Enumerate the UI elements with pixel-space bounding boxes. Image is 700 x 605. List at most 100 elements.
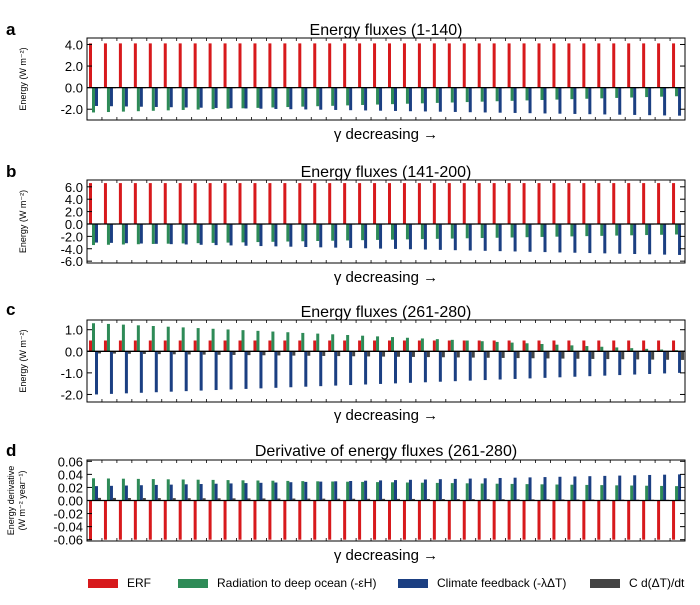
bar-climate-feedback bbox=[618, 223, 622, 254]
bar-storage bbox=[352, 498, 356, 501]
bar-deep-ocean bbox=[331, 87, 335, 106]
bar-climate-feedback bbox=[558, 351, 562, 378]
bar-erf bbox=[388, 500, 391, 540]
bar-deep-ocean bbox=[660, 349, 664, 352]
bar-erf bbox=[343, 43, 347, 88]
bar-climate-feedback bbox=[528, 223, 532, 252]
bar-storage bbox=[411, 351, 415, 357]
bar-deep-ocean bbox=[181, 223, 185, 244]
bar-climate-feedback bbox=[259, 87, 263, 109]
bar-erf bbox=[642, 43, 646, 88]
bar-climate-feedback bbox=[259, 223, 263, 247]
bar-climate-feedback bbox=[394, 351, 397, 384]
bar-climate-feedback bbox=[453, 478, 457, 501]
bar-erf bbox=[522, 183, 526, 224]
bar-climate-feedback bbox=[214, 87, 218, 108]
bar-deep-ocean bbox=[256, 87, 260, 108]
bar-erf bbox=[612, 340, 616, 352]
bar-erf bbox=[238, 43, 242, 88]
bar-erf bbox=[253, 183, 257, 224]
bar-erf bbox=[388, 43, 391, 88]
bar-climate-feedback bbox=[588, 87, 592, 115]
bar-deep-ocean bbox=[271, 87, 275, 108]
bar-deep-ocean bbox=[585, 223, 589, 237]
bar-climate-feedback bbox=[124, 351, 128, 394]
bar-erf bbox=[89, 43, 92, 88]
bar-climate-feedback bbox=[498, 477, 502, 501]
bar-deep-ocean bbox=[600, 485, 604, 501]
bar-climate-feedback bbox=[543, 223, 547, 253]
bar-climate-feedback bbox=[394, 87, 397, 111]
bar-erf bbox=[582, 500, 586, 540]
bar-erf bbox=[358, 340, 362, 352]
bar-climate-feedback bbox=[558, 223, 562, 253]
bar-erf bbox=[238, 183, 242, 224]
bar-climate-feedback bbox=[349, 481, 353, 501]
bar-erf bbox=[223, 500, 227, 540]
bar-deep-ocean bbox=[660, 223, 664, 235]
bar-erf bbox=[89, 183, 92, 224]
bar-deep-ocean bbox=[271, 223, 275, 242]
bar-climate-feedback bbox=[319, 223, 323, 248]
bar-erf bbox=[402, 183, 406, 224]
bar-erf bbox=[208, 183, 212, 224]
bar-erf bbox=[537, 340, 541, 352]
bar-erf bbox=[373, 43, 377, 88]
bar-deep-ocean bbox=[570, 484, 574, 501]
bar-erf bbox=[328, 500, 332, 540]
bar-deep-ocean bbox=[136, 223, 140, 245]
bar-deep-ocean bbox=[256, 223, 260, 243]
bar-erf bbox=[417, 183, 421, 224]
bar-deep-ocean bbox=[241, 330, 245, 352]
bar-deep-ocean bbox=[600, 87, 604, 99]
bar-erf bbox=[612, 43, 616, 88]
legend-item-climate-feedback: Climate feedback (-λΔT) bbox=[398, 576, 566, 590]
bar-climate-feedback bbox=[364, 87, 368, 111]
bar-climate-feedback bbox=[379, 87, 383, 111]
bar-deep-ocean bbox=[510, 483, 514, 501]
bar-deep-ocean bbox=[630, 223, 634, 236]
y-tick-label: 6.0 bbox=[65, 180, 83, 195]
bar-erf bbox=[193, 500, 197, 540]
bar-climate-feedback bbox=[379, 351, 383, 384]
bar-climate-feedback bbox=[334, 351, 338, 386]
bar-deep-ocean bbox=[376, 223, 380, 240]
bar-deep-ocean bbox=[585, 346, 589, 352]
bar-climate-feedback bbox=[438, 223, 442, 250]
bar-climate-feedback bbox=[244, 351, 248, 389]
bar-erf bbox=[118, 183, 122, 224]
bar-deep-ocean bbox=[465, 87, 469, 103]
bar-erf bbox=[627, 43, 631, 88]
bar-climate-feedback bbox=[214, 223, 218, 246]
bar-deep-ocean bbox=[271, 480, 275, 501]
bar-erf bbox=[642, 183, 646, 224]
bar-climate-feedback bbox=[394, 223, 397, 249]
bar-climate-feedback bbox=[633, 87, 637, 115]
bar-climate-feedback bbox=[349, 223, 353, 248]
bar-erf bbox=[148, 183, 152, 224]
bar-erf bbox=[657, 183, 661, 224]
bar-deep-ocean bbox=[405, 223, 409, 240]
bar-erf bbox=[537, 183, 541, 224]
bar-deep-ocean bbox=[660, 485, 664, 501]
bar-storage bbox=[352, 351, 356, 357]
bar-deep-ocean bbox=[630, 87, 634, 98]
bar-deep-ocean bbox=[540, 87, 544, 100]
bar-erf bbox=[118, 340, 122, 352]
bar-erf bbox=[163, 183, 167, 224]
bar-climate-feedback bbox=[304, 351, 308, 387]
bar-climate-feedback bbox=[349, 87, 353, 111]
bar-climate-feedback bbox=[663, 223, 667, 255]
bar-deep-ocean bbox=[540, 223, 544, 237]
bar-climate-feedback bbox=[139, 485, 143, 501]
legend-swatch-deep-ocean bbox=[178, 578, 208, 588]
bar-erf bbox=[208, 43, 212, 88]
bar-erf bbox=[223, 183, 227, 224]
bar-erf bbox=[328, 183, 332, 224]
bar-deep-ocean bbox=[405, 87, 409, 104]
legend-label-deep-ocean: Radiation to deep ocean (-εH) bbox=[217, 576, 377, 590]
bar-erf bbox=[298, 183, 302, 224]
bar-erf bbox=[223, 43, 227, 88]
bar-climate-feedback bbox=[543, 477, 547, 501]
bar-storage bbox=[112, 497, 116, 501]
